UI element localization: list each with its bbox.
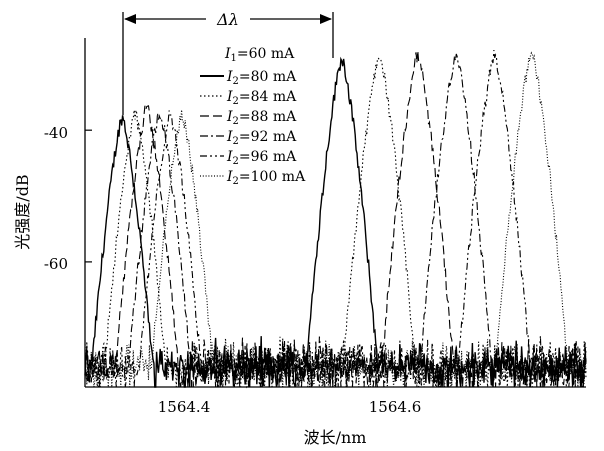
- delta-lambda-annotation: Δλ: [122, 9, 334, 115]
- legend: I1=60 mA I2=80 mA I2=84 mA I2=88 mA I2=9…: [198, 42, 322, 192]
- y-tick-label-1: -40: [44, 124, 68, 142]
- y-tick-label-2: -60: [44, 255, 68, 273]
- spectrum-line-i2-80-ma: [84, 56, 587, 388]
- delta-lambda-arrowhead-right: [320, 14, 332, 24]
- x-tick-label-1: 1564.4: [158, 398, 211, 416]
- axes: [84, 38, 586, 388]
- delta-lambda-arrowhead-left: [124, 14, 136, 24]
- legend-label-92mA: I2=92 mA: [226, 129, 297, 147]
- delta-lambda-label-bg: [206, 9, 250, 29]
- legend-label-80mA: I2=80 mA: [226, 69, 297, 87]
- legend-label-100mA: I2=100 mA: [226, 169, 306, 187]
- spectrum-line-i2-84-ma: [84, 57, 587, 388]
- legend-background: [198, 42, 322, 192]
- y-axis-title: 光强度/dB: [13, 174, 32, 249]
- ticks: [85, 129, 406, 387]
- spectrum-line-i2-92-ma: [84, 53, 587, 388]
- delta-lambda-label: Δλ: [216, 10, 239, 29]
- spectrum-line-i2-100-ma: [84, 51, 587, 389]
- x-tick-label-2: 1564.6: [369, 398, 422, 416]
- spectrum-line-i2-88-ma: [84, 50, 587, 388]
- legend-label-88mA: I2=88 mA: [226, 109, 297, 127]
- x-axis-title: 波长/nm: [304, 428, 367, 447]
- legend-label-84mA: I2=84 mA: [226, 89, 297, 107]
- spectrum-curves: [84, 50, 587, 389]
- spectrum-line-i2-96-ma: [84, 50, 587, 388]
- legend-title: I1=60 mA: [224, 46, 295, 64]
- legend-label-96mA: I2=96 mA: [226, 149, 297, 167]
